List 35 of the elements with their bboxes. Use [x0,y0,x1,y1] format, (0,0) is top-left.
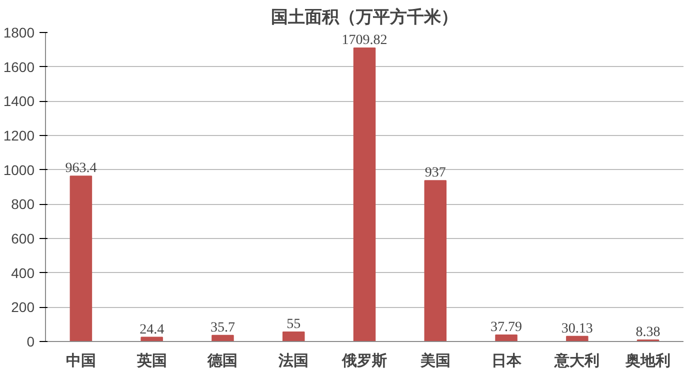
chart-title: 国土面积（万平方千米） [271,8,458,28]
data-label: 35.7 [210,320,235,336]
y-tick-label: 1000 [3,162,35,178]
y-tick-label: 1600 [3,58,35,75]
data-label: 55 [286,317,301,332]
x-tick-label: 日本 [491,352,522,370]
data-label: 963.4 [65,161,97,176]
y-tick-label: 1800 [3,24,35,40]
bar [424,180,447,342]
x-tick-label: 英国 [136,352,167,370]
y-tick-label: 800 [11,196,35,212]
data-label: 1709.82 [342,32,388,48]
y-tick-label: 1200 [3,128,35,144]
data-label: 24.4 [140,322,164,338]
y-tick-label: 1400 [3,93,35,110]
bar [70,176,92,342]
x-tick-label: 中国 [66,352,96,370]
bar [282,332,305,342]
bar [495,334,518,342]
bar [353,47,376,342]
data-label: 30.13 [561,321,593,336]
x-tick-label: 美国 [419,352,450,370]
y-tick-label: 600 [11,230,35,246]
y-tick-label: 400 [11,264,35,281]
x-tick-label: 俄罗斯 [341,352,387,370]
data-label: 8.38 [636,325,660,340]
y-tick-label: 0 [26,334,35,350]
y-tick-label: 200 [11,299,35,316]
data-label: 37.79 [490,320,522,336]
x-tick-label: 意大利 [554,352,600,370]
data-label: 937 [424,166,446,181]
x-tick-label: 奥地利 [624,352,671,370]
x-tick-label: 德国 [206,352,238,370]
bar [212,334,234,342]
x-tick-label: 法国 [278,352,309,370]
